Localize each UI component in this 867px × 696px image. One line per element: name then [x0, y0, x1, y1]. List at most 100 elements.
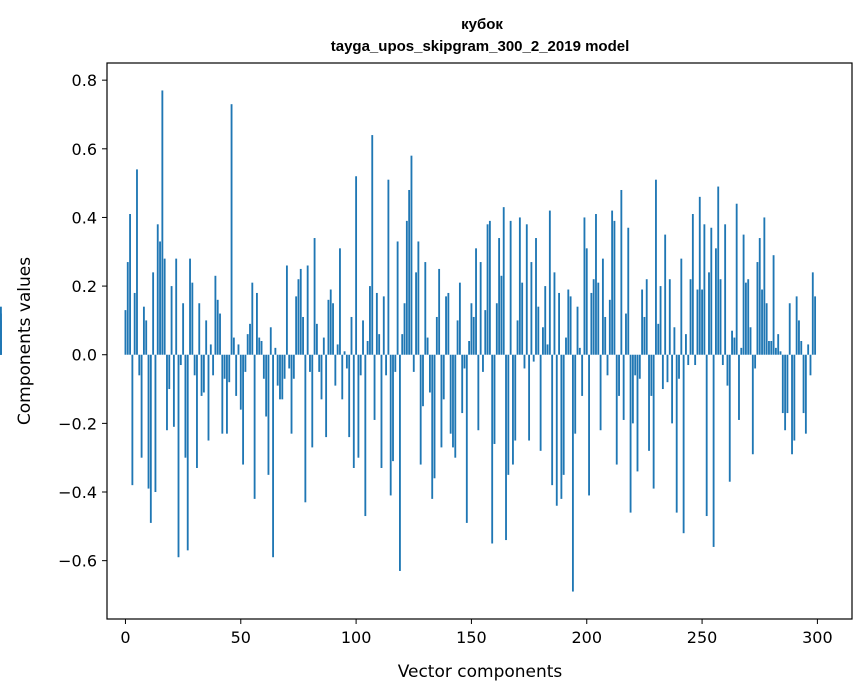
- y-tick-label: 0.8: [72, 71, 97, 90]
- bar-80: [309, 354, 311, 372]
- bar-161: [495, 303, 498, 355]
- bar-50: [239, 354, 242, 410]
- y-tick-label: 0.4: [72, 208, 97, 227]
- bar-277: [763, 217, 766, 355]
- bar-112: [382, 296, 385, 355]
- y-axis-ticks: −0.6 −0.4 −0.2 0.0 0.2 0.4 0.6 0.8: [58, 71, 107, 571]
- bar-298: [811, 272, 814, 355]
- bar-171: [518, 217, 521, 355]
- bar-113: [385, 354, 388, 376]
- bar-183: [546, 344, 549, 355]
- bar-62: [267, 354, 270, 475]
- y-tick-label: −0.6: [58, 552, 97, 571]
- bar-115: [389, 354, 392, 496]
- bar-101: [357, 354, 360, 458]
- bar-69: [283, 354, 286, 379]
- bar-172: [521, 282, 524, 355]
- bar-214: [618, 354, 620, 396]
- x-axis-label: Vector components: [398, 662, 563, 682]
- bar-218: [627, 227, 630, 355]
- bar-169: [514, 354, 517, 441]
- bar-249: [698, 196, 701, 355]
- bar-53: [246, 334, 249, 355]
- bar-103: [362, 320, 364, 355]
- bar-40: [216, 299, 219, 355]
- bar-141: [449, 354, 452, 434]
- bar-282: [774, 347, 777, 355]
- bar-123: [408, 189, 411, 355]
- bar-235: [666, 354, 669, 383]
- bar-267: [740, 347, 743, 355]
- bar-155: [482, 354, 484, 372]
- bar-207: [601, 258, 604, 355]
- bar-98: [350, 316, 353, 355]
- bar-99: [352, 354, 355, 468]
- y-tick-label: 0.0: [72, 346, 97, 365]
- bar-100: [355, 176, 358, 355]
- bar-255: [712, 354, 715, 547]
- bar-216: [622, 354, 625, 420]
- bar-176: [530, 262, 533, 355]
- bar-45: [228, 354, 231, 383]
- bar-96: [345, 354, 348, 369]
- bar-152: [475, 248, 477, 355]
- bar-35: [205, 320, 208, 355]
- bar-88: [327, 299, 330, 355]
- bar-245: [689, 279, 692, 355]
- bar-263: [731, 330, 733, 355]
- bar-19: [168, 354, 171, 390]
- bar-36: [207, 354, 210, 441]
- bar-89: [329, 289, 332, 355]
- bar-108: [373, 354, 376, 420]
- bar-2: [129, 214, 131, 355]
- bar-58: [258, 337, 261, 355]
- bar-262: [728, 354, 731, 482]
- bar-131: [426, 337, 429, 355]
- bar-3: [131, 354, 134, 486]
- bar-72: [290, 354, 293, 434]
- bar-290: [793, 354, 796, 441]
- bar-272: [751, 354, 754, 455]
- y-tick-label: −0.2: [58, 414, 97, 433]
- chart-subtitle: tayga_upos_skipgram_300_2_2019 model: [331, 38, 630, 55]
- bar-200: [585, 248, 588, 355]
- bar-27: [186, 354, 189, 551]
- bar-151: [472, 316, 475, 355]
- bar-130: [424, 262, 427, 355]
- bar-179: [537, 306, 540, 355]
- bar-41: [219, 313, 221, 355]
- bar-187: [555, 354, 558, 506]
- bar-185: [551, 354, 554, 486]
- bar-220: [631, 354, 634, 424]
- bar-213: [615, 354, 618, 465]
- bar-49: [237, 344, 240, 355]
- bar-283: [777, 334, 780, 355]
- bar-64: [272, 354, 274, 558]
- bar-201: [588, 354, 590, 496]
- bar-286: [784, 354, 787, 431]
- bar-303: [0, 313, 2, 355]
- bar-86: [322, 337, 325, 355]
- bar-229: [652, 354, 655, 489]
- bar-221: [634, 354, 637, 376]
- bar-280: [770, 341, 773, 355]
- bar-202: [590, 292, 593, 355]
- bar-145: [458, 282, 461, 355]
- bar-143: [454, 354, 457, 458]
- bar-81: [311, 354, 314, 448]
- bar-126: [415, 272, 417, 355]
- bar-37: [209, 344, 212, 355]
- bar-125: [412, 354, 415, 372]
- bar-209: [606, 354, 609, 376]
- bar-48: [235, 354, 238, 396]
- bar-276: [761, 289, 763, 355]
- bar-5: [136, 169, 138, 355]
- bar-238: [673, 327, 676, 355]
- bar-47: [232, 337, 235, 355]
- bar-135: [435, 316, 438, 355]
- bar-250: [701, 289, 703, 355]
- bar-239: [675, 354, 678, 513]
- bar-66: [276, 354, 279, 386]
- bar-138: [442, 354, 445, 400]
